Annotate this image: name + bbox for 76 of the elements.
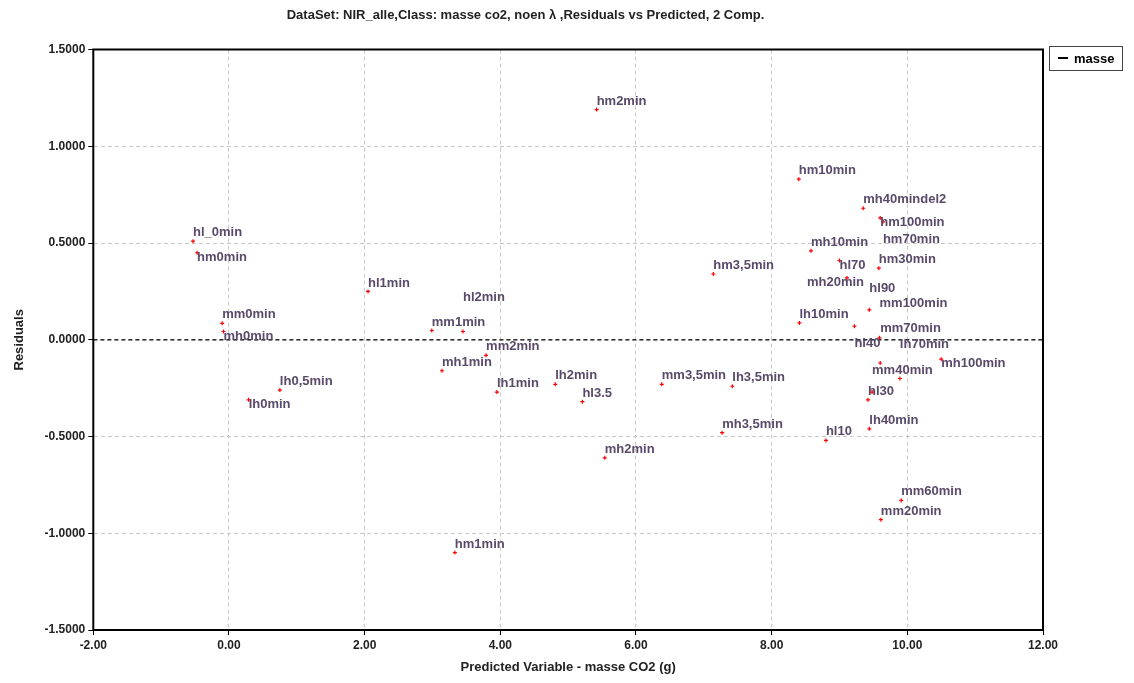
annotation: lh70min (899, 335, 950, 351)
annotation: mh100min (941, 355, 1006, 371)
point (808, 248, 814, 254)
annotation: hl40 (854, 335, 881, 351)
annotation: lh0min (248, 395, 291, 411)
annotation: mm70min (880, 320, 941, 336)
y-axis-title: Residuals (11, 309, 27, 371)
y-tick-label: 0.5000 (48, 235, 86, 250)
annotation: mm60min (901, 483, 962, 499)
point (865, 397, 871, 403)
annotation: lh0,5min (279, 373, 333, 389)
y-tick-label: 1.0000 (48, 138, 86, 153)
annotation: hl70 (839, 256, 866, 272)
annotation: lh2min (555, 367, 598, 383)
annotation: mm1min (431, 313, 486, 329)
x-tick-label: 0.00 (217, 637, 241, 652)
x-axis-title: Predicted Variable - masse CO2 (g) (460, 658, 676, 674)
legend-label: masse (1074, 50, 1115, 66)
point (823, 437, 829, 443)
annotation: mm100min (879, 294, 948, 310)
x-tick-label: 6.00 (624, 637, 648, 652)
annotation: mm20min (880, 502, 942, 518)
annotation: mm3,5min (661, 367, 727, 383)
annotation: hm2min (596, 92, 647, 108)
annotation: hl2min (463, 288, 505, 304)
annotation: mh20min (806, 273, 865, 289)
annotation: hl_0min (193, 224, 243, 240)
annotation: lh1min (496, 375, 539, 391)
annotation: hm100min (880, 213, 945, 229)
y-tick-label: 1.5000 (48, 41, 86, 56)
y-tick-label: 0.0000 (48, 332, 86, 347)
x-tick-label: -2.00 (79, 637, 108, 652)
annotation: mh2min (604, 440, 655, 456)
annotation: hl10 (825, 423, 852, 439)
point (460, 328, 466, 335)
annotation: mh40mindel2 (863, 191, 947, 207)
annotation: hl90 (869, 279, 896, 295)
point (897, 375, 903, 382)
annotation: hm10min (798, 162, 856, 178)
y-tick-label: -0.5000 (44, 428, 86, 443)
annotation: lh10min (799, 306, 849, 322)
x-tick-label: 8.00 (759, 637, 784, 652)
annotation: mm0min (222, 306, 276, 322)
y-tick-label: -1.5000 (44, 622, 86, 637)
chart-title: DataSet: NIR_alle,Class: masse co2, noen λ ,Residuals vs Predicted, 2 Comp. (286, 7, 765, 23)
point (719, 430, 725, 436)
x-tick-label: 4.00 (488, 637, 513, 652)
annotation: hm1min (454, 535, 505, 551)
point (365, 288, 371, 295)
point (190, 238, 196, 244)
point (796, 320, 803, 326)
annotation: hl1min (368, 274, 410, 290)
annotation: lh3,5min (732, 369, 786, 385)
annotation: mh0min (223, 327, 274, 343)
annotation: hm0min (197, 248, 247, 264)
point (452, 550, 458, 556)
annotation: hl3.5 (582, 384, 613, 400)
annotation: hm30min (878, 251, 936, 267)
x-tick-label: 10.00 (892, 637, 923, 652)
annotation: hm3,5min (713, 257, 775, 273)
x-tick-label: 2.00 (352, 637, 377, 652)
annotation: hl30 (867, 382, 894, 398)
point (710, 271, 716, 277)
annotation: hm70min (882, 230, 941, 246)
annotation: mh3,5min (722, 415, 783, 431)
y-tick-label: -1.0000 (44, 525, 86, 540)
point (277, 387, 283, 393)
annotation: mm2min (486, 338, 540, 354)
annotation: mh1min (441, 353, 492, 369)
x-tick-label: 12.00 (1027, 637, 1059, 652)
annotation: mh10min (811, 233, 869, 249)
annotation: lh40min (869, 411, 919, 427)
point (494, 389, 500, 395)
point (439, 368, 445, 374)
annotation: mm40min (872, 362, 933, 378)
point (878, 517, 884, 523)
